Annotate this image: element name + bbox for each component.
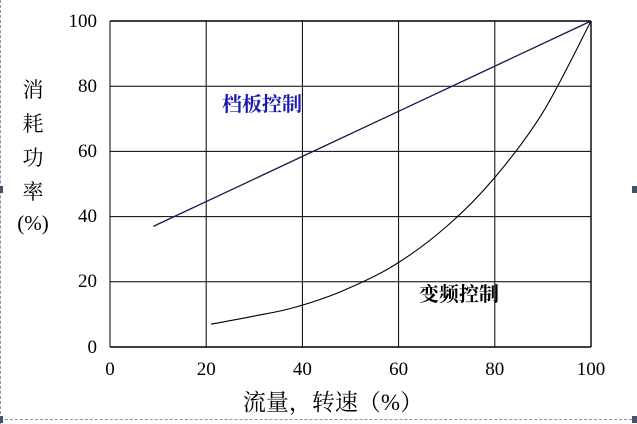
svg-text:变频控制: 变频控制 xyxy=(419,282,499,306)
svg-text:档板控制: 档板控制 xyxy=(222,93,302,116)
svg-text:60: 60 xyxy=(389,359,408,380)
svg-text:80: 80 xyxy=(485,359,504,380)
svg-text:20: 20 xyxy=(78,271,97,292)
svg-text:0: 0 xyxy=(105,359,115,380)
svg-text:功: 功 xyxy=(23,146,44,170)
svg-text:流量，转速（%）: 流量，转速（%） xyxy=(243,390,423,416)
svg-text:20: 20 xyxy=(197,359,216,380)
svg-text:40: 40 xyxy=(293,359,312,380)
svg-text:消: 消 xyxy=(23,78,44,102)
svg-text:80: 80 xyxy=(78,76,97,97)
svg-text:0: 0 xyxy=(88,337,98,358)
svg-text:耗: 耗 xyxy=(23,112,44,136)
svg-text:40: 40 xyxy=(78,206,97,227)
svg-text:率: 率 xyxy=(23,180,44,204)
svg-text:(%): (%) xyxy=(17,211,48,235)
svg-text:100: 100 xyxy=(577,359,606,380)
svg-text:100: 100 xyxy=(69,11,98,32)
svg-text:60: 60 xyxy=(78,141,97,162)
